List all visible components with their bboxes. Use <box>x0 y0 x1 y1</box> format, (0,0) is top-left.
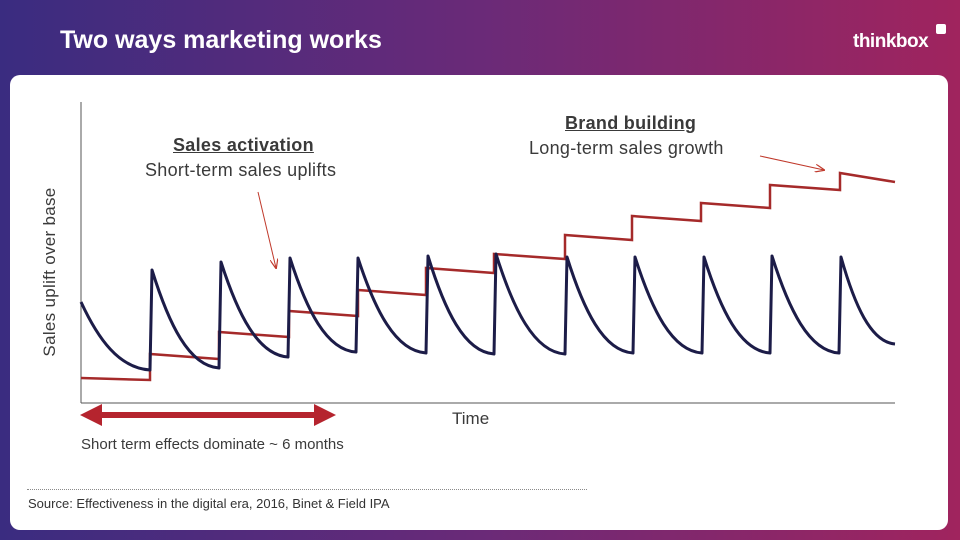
source-citation: Source: Effectiveness in the digital era… <box>28 496 390 511</box>
sales-activation-pointer-arrow <box>257 191 276 268</box>
brand-building-heading: Brand building <box>565 113 697 133</box>
sales-activation-heading: Sales activation <box>173 135 314 155</box>
duration-double-arrow <box>80 404 336 426</box>
thinkbox-logo: thinkbox <box>853 31 929 52</box>
content-panel <box>10 75 948 530</box>
sales-activation-subtitle: Short-term sales uplifts <box>145 160 337 180</box>
slide-title: Two ways marketing works <box>60 26 382 54</box>
sales-activation-line <box>79 252 896 372</box>
duration-note: Short term effects dominate ~ 6 months <box>81 436 344 453</box>
x-axis-label: Time <box>452 409 490 428</box>
brand-building-pointer-arrow <box>759 155 824 170</box>
logo-square-icon <box>936 24 946 34</box>
source-divider <box>27 489 587 490</box>
brand-building-subtitle: Long-term sales growth <box>529 138 724 158</box>
y-axis-label: Sales uplift over base <box>40 187 59 357</box>
